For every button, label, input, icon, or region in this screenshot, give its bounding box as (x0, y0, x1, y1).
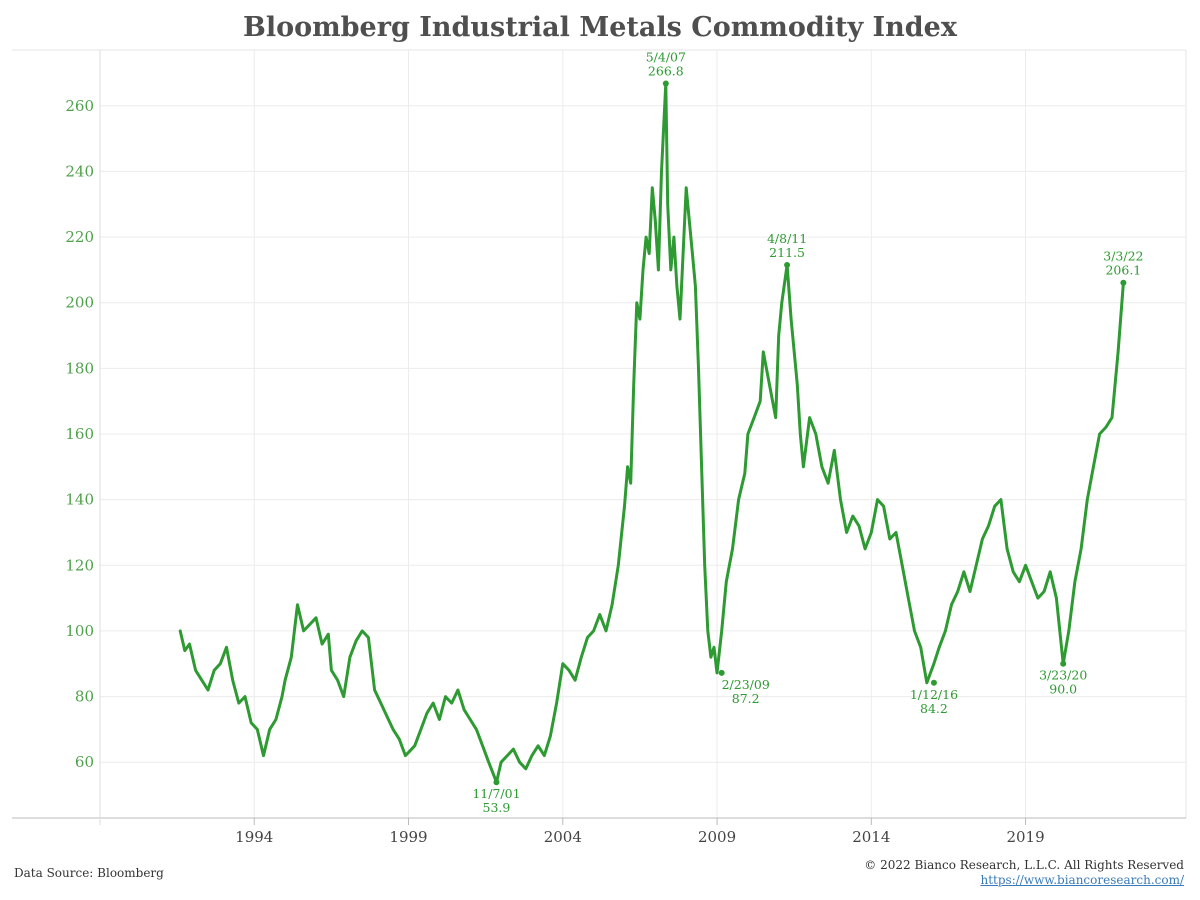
index-series-line (178, 82, 1125, 784)
x-tick-label: 1994 (235, 828, 273, 846)
y-tick-label: 100 (65, 622, 94, 640)
annotation-marker (1060, 660, 1067, 667)
annotation-marker (662, 80, 669, 87)
annotation-date: 5/4/07 (646, 49, 686, 64)
chart-title: Bloomberg Industrial Metals Commodity In… (243, 12, 957, 43)
annotation-marker (493, 779, 500, 786)
y-tick-label: 200 (65, 294, 94, 312)
annotation-marker (1120, 279, 1127, 286)
x-tick-label: 2014 (852, 828, 890, 846)
y-tick-label: 80 (75, 688, 94, 706)
annotation-value: 266.8 (648, 63, 684, 78)
annotation-value: 211.5 (769, 245, 805, 260)
y-tick-label: 120 (65, 556, 94, 574)
x-tick-label: 1999 (389, 828, 427, 846)
annotation-date: 3/23/20 (1039, 668, 1087, 683)
annotation-value: 87.2 (732, 691, 760, 706)
annotation-marker (784, 261, 791, 268)
annotation-date: 3/3/22 (1103, 249, 1143, 264)
x-tick-label: 2009 (698, 828, 736, 846)
annotation-value: 53.9 (483, 800, 511, 815)
y-tick-label: 260 (65, 97, 94, 115)
footer-credits: © 2022 Bianco Research, L.L.C. All Right… (864, 858, 1184, 888)
data-source-note: Data Source: Bloomberg (14, 866, 164, 880)
annotation-marker (930, 679, 937, 686)
website-link[interactable]: https://www.biancoresearch.com/ (980, 873, 1184, 887)
y-tick-label: 240 (65, 162, 94, 180)
y-tick-label: 160 (65, 425, 94, 443)
y-tick-label: 220 (65, 228, 94, 246)
copyright-text: © 2022 Bianco Research, L.L.C. All Right… (864, 858, 1184, 872)
annotation-value: 84.2 (920, 701, 948, 716)
annotation-date: 4/8/11 (767, 231, 807, 246)
y-tick-label: 180 (65, 359, 94, 377)
x-tick-label: 2004 (544, 828, 582, 846)
y-tick-label: 140 (65, 491, 94, 509)
annotation-date: 11/7/01 (472, 786, 520, 801)
annotation-marker (718, 669, 725, 676)
x-tick-label: 2019 (1006, 828, 1044, 846)
annotation-value: 90.0 (1049, 682, 1077, 697)
annotation-value: 206.1 (1105, 263, 1141, 278)
annotation-date: 2/23/09 (722, 677, 770, 692)
annotation-date: 1/12/16 (910, 687, 958, 702)
y-tick-label: 60 (75, 753, 94, 771)
